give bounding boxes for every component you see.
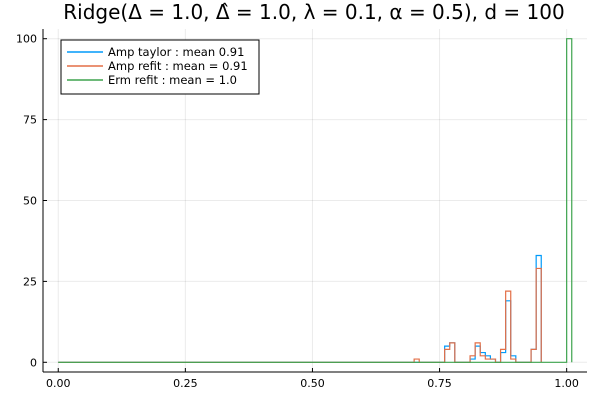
x-tick-label: 1.00 — [554, 377, 579, 390]
legend-label-3: Erm refit : mean = 1.0 — [108, 73, 237, 87]
series-1-step-line — [58, 254, 542, 363]
series-2-step-line — [58, 267, 542, 363]
series-3-step-line — [58, 38, 573, 363]
legend-label-1: Amp taylor : mean 0.91 — [108, 45, 244, 59]
x-tick-label: 0.75 — [427, 377, 452, 390]
y-tick-label: 0 — [30, 356, 37, 369]
chart-title: Ridge(Δ = 1.0, Δ̂ = 1.0, λ = 0.1, α = 0.… — [63, 0, 564, 24]
x-tick-label: 0.50 — [300, 377, 325, 390]
axis-layer: 0.00 0.25 0.50 0.75 1.00 0 25 50 75 100 — [16, 29, 587, 390]
legend-label-2: Amp refit : mean = 0.91 — [108, 59, 248, 73]
y-tick-label: 75 — [23, 114, 37, 127]
x-tick-label: 0.00 — [46, 377, 71, 390]
y-tick-label: 100 — [16, 33, 37, 46]
y-tick-label: 50 — [23, 195, 37, 208]
series-layer — [58, 38, 573, 363]
legend-box — [60, 39, 260, 95]
x-tick-label: 0.25 — [173, 377, 198, 390]
y-tick-label: 25 — [23, 275, 37, 288]
